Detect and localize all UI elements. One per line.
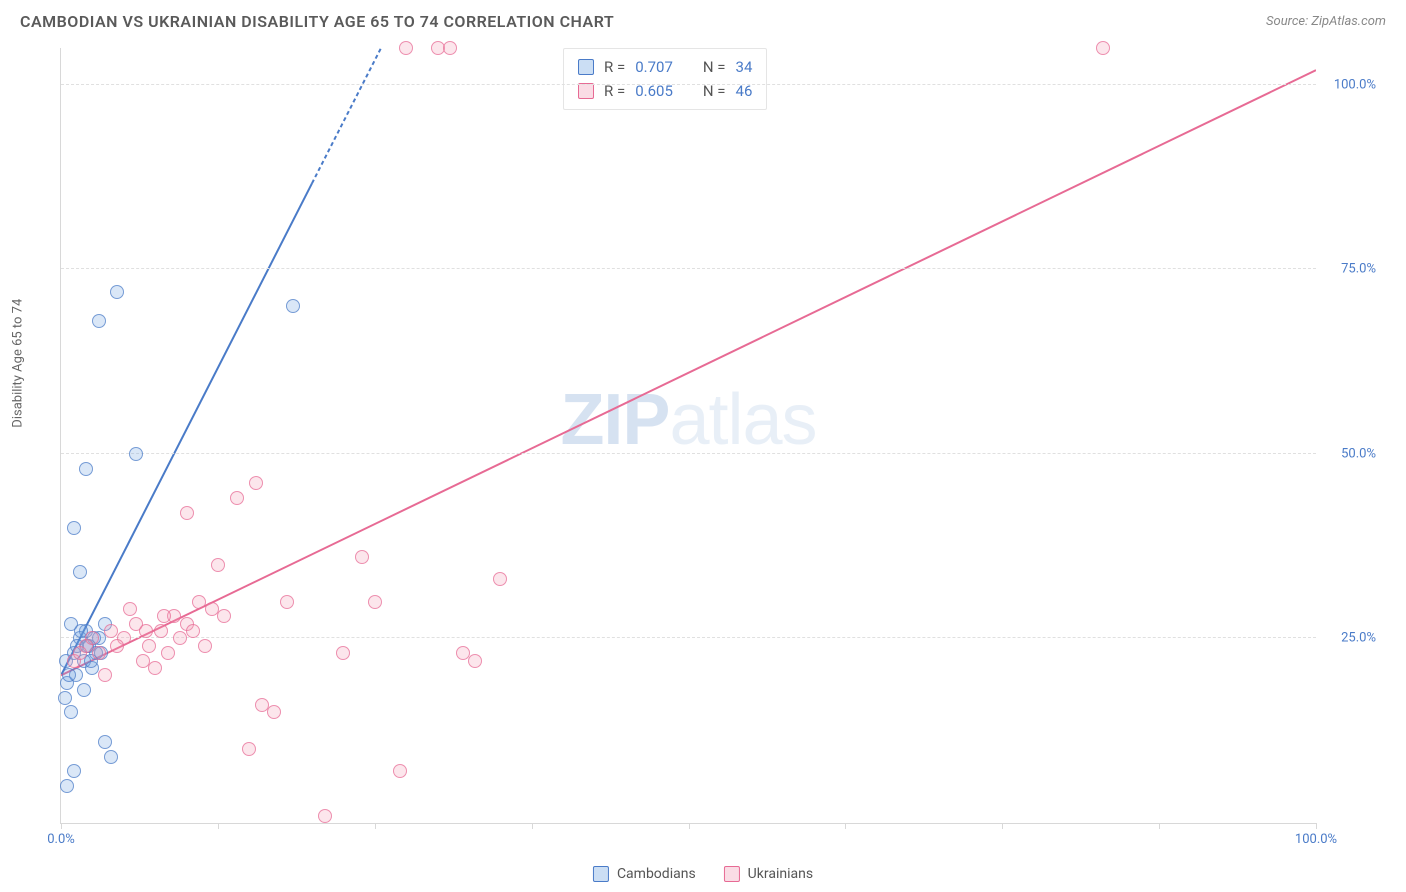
data-point — [92, 646, 106, 660]
data-point — [267, 705, 281, 719]
data-point — [60, 779, 74, 793]
data-point — [355, 550, 369, 564]
y-tick-label: 75.0% — [1341, 262, 1376, 277]
data-point — [493, 572, 507, 586]
data-point — [73, 565, 87, 579]
data-point — [443, 41, 457, 55]
data-point — [286, 299, 300, 313]
data-point — [368, 595, 382, 609]
x-tick-label: 100.0% — [1295, 832, 1337, 847]
stat-value-r: 0.605 — [635, 79, 673, 103]
gridline — [61, 268, 1316, 269]
data-point — [110, 285, 124, 299]
x-tick — [375, 823, 376, 829]
data-point — [148, 661, 162, 675]
watermark: ZIPatlas — [560, 379, 816, 461]
data-point — [173, 631, 187, 645]
data-point — [79, 462, 93, 476]
regression-line — [61, 183, 312, 675]
data-point — [110, 639, 124, 653]
x-tick — [1002, 823, 1003, 829]
series-swatch — [578, 59, 594, 75]
x-tick-label: 0.0% — [47, 832, 75, 847]
data-point — [468, 654, 482, 668]
data-point — [198, 639, 212, 653]
data-point — [230, 491, 244, 505]
data-point — [62, 668, 76, 682]
data-point — [98, 735, 112, 749]
data-point — [139, 624, 153, 638]
data-point — [336, 646, 350, 660]
stat-label-r: R = — [604, 79, 625, 103]
x-tick — [218, 823, 219, 829]
regression-lines — [61, 48, 1316, 823]
regression-line — [312, 48, 381, 183]
gridline — [61, 637, 1316, 638]
y-tick-label: 25.0% — [1341, 631, 1376, 646]
legend: Cambodians Ukrainians — [593, 866, 813, 882]
stat-value-n: 46 — [736, 79, 753, 103]
y-axis-label: Disability Age 65 to 74 — [11, 299, 26, 428]
y-tick-label: 50.0% — [1341, 446, 1376, 461]
x-tick — [1316, 823, 1317, 829]
data-point — [217, 609, 231, 623]
chart-title: CAMBODIAN VS UKRAINIAN DISABILITY AGE 65… — [20, 12, 614, 31]
data-point — [186, 624, 200, 638]
data-point — [142, 639, 156, 653]
data-point — [280, 595, 294, 609]
data-point — [211, 558, 225, 572]
data-point — [318, 809, 332, 823]
source-attribution: Source: ZipAtlas.com — [1266, 14, 1386, 29]
x-tick — [532, 823, 533, 829]
stat-label-n: N = — [703, 55, 726, 79]
data-point — [77, 683, 91, 697]
data-point — [242, 742, 256, 756]
data-point — [73, 646, 87, 660]
stat-label-n: N = — [703, 79, 726, 103]
legend-label: Ukrainians — [748, 866, 813, 882]
data-point — [399, 41, 413, 55]
header: CAMBODIAN VS UKRAINIAN DISABILITY AGE 65… — [0, 0, 1406, 39]
gridline — [61, 84, 1316, 85]
legend-label: Cambodians — [617, 866, 696, 882]
gridline — [61, 453, 1316, 454]
data-point — [67, 764, 81, 778]
chart-container: Disability Age 65 to 74 ZIPatlas R =0.70… — [48, 48, 1386, 844]
correlation-stats-box: R = 0.707 N = 34 R = 0.605 N = 46 — [563, 48, 767, 110]
data-point — [123, 602, 137, 616]
x-tick — [1159, 823, 1160, 829]
legend-item: Cambodians — [593, 866, 696, 882]
stat-value-r: 0.707 — [635, 55, 673, 79]
data-point — [180, 506, 194, 520]
data-point — [85, 631, 99, 645]
x-tick — [61, 823, 62, 829]
data-point — [92, 314, 106, 328]
data-point — [161, 646, 175, 660]
data-point — [249, 476, 263, 490]
legend-swatch — [724, 866, 740, 882]
stats-row: R = 0.605 N = 46 — [578, 79, 752, 103]
x-tick — [845, 823, 846, 829]
y-tick-label: 100.0% — [1334, 77, 1376, 92]
data-point — [98, 668, 112, 682]
stats-row: R = 0.707 N = 34 — [578, 55, 752, 79]
legend-swatch — [593, 866, 609, 882]
data-point — [104, 750, 118, 764]
data-point — [67, 521, 81, 535]
plot-area: ZIPatlas R =0.707N =34R =0.605N =46 25.0… — [60, 48, 1316, 824]
stat-label-r: R = — [604, 55, 625, 79]
data-point — [58, 691, 72, 705]
x-tick — [689, 823, 690, 829]
data-point — [129, 447, 143, 461]
data-point — [393, 764, 407, 778]
legend-item: Ukrainians — [724, 866, 813, 882]
data-point — [154, 624, 168, 638]
regression-line — [61, 70, 1316, 675]
data-point — [64, 705, 78, 719]
stat-value-n: 34 — [736, 55, 753, 79]
data-point — [157, 609, 171, 623]
data-point — [1096, 41, 1110, 55]
series-swatch — [578, 83, 594, 99]
